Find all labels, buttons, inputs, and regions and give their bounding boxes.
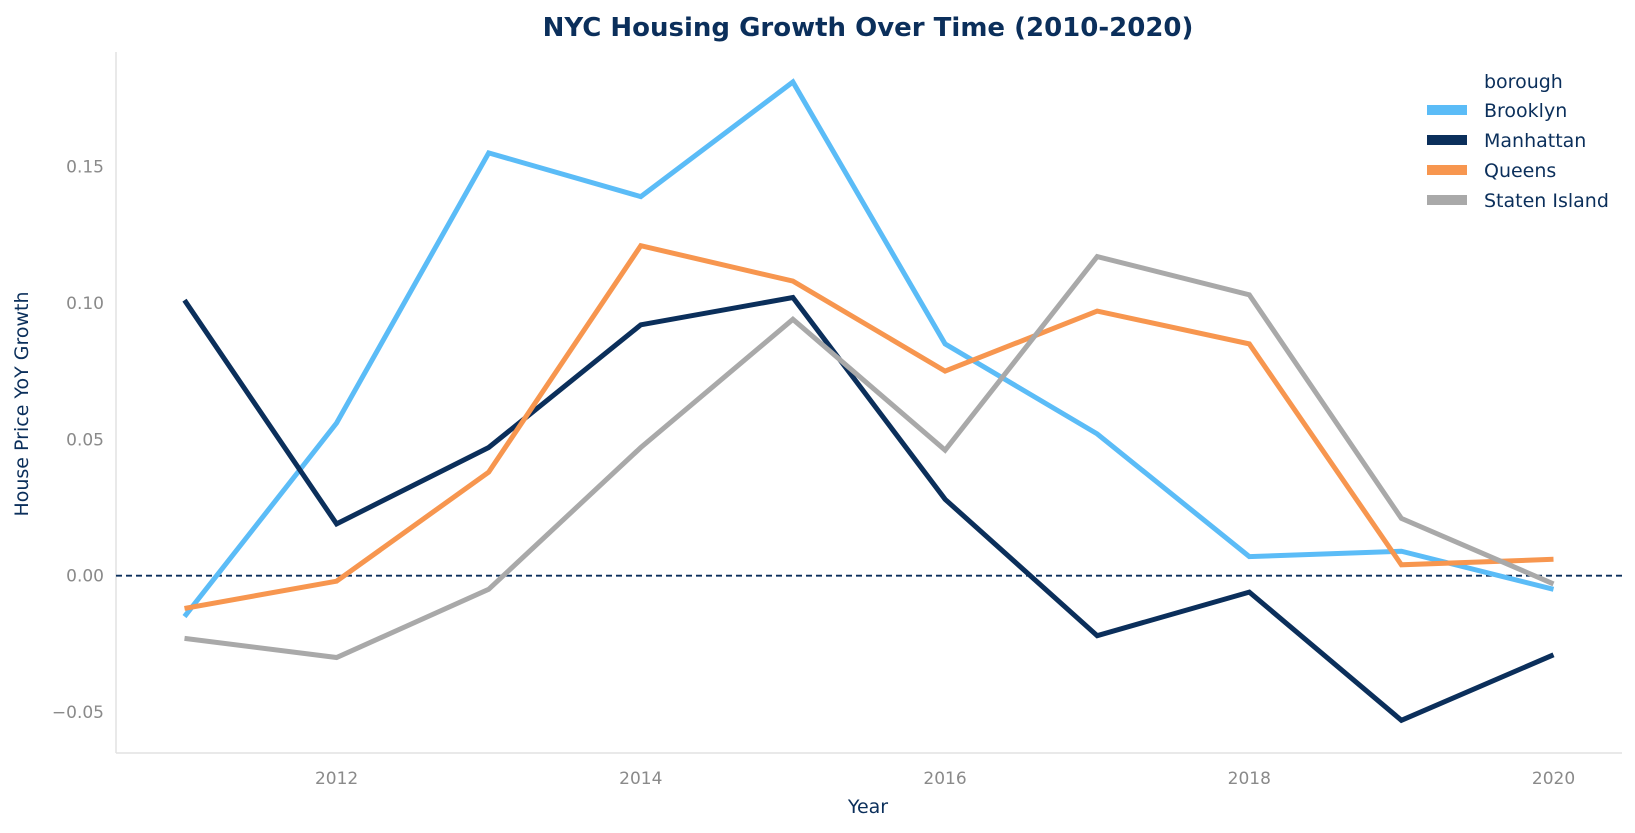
series-line-staten-island	[184, 253, 1555, 661]
x-tick-label: 2020	[1532, 769, 1575, 789]
y-axis-label: House Price YoY Growth	[11, 291, 33, 516]
chart-title: NYC Housing Growth Over Time (2010-2020)	[543, 13, 1194, 43]
y-tick-labels: −0.05 0.00 0.05 0.10 0.15	[52, 158, 104, 724]
y-tick-label: 0.15	[66, 158, 104, 178]
y-tick-label: 0.00	[66, 567, 104, 587]
series-line-manhattan	[182, 294, 1555, 724]
legend-label-manhattan: Manhattan	[1484, 130, 1586, 152]
legend-swatch-staten-island	[1427, 195, 1467, 205]
legend-swatch-manhattan	[1427, 135, 1467, 145]
legend-swatch-queens	[1427, 165, 1467, 175]
x-tick-label: 2018	[1228, 769, 1271, 789]
legend-title: borough	[1484, 71, 1563, 93]
y-tick-label: 0.05	[66, 430, 104, 450]
x-tick-label: 2014	[619, 769, 662, 789]
legend-items: Brooklyn Manhattan Queens Staten Island	[1427, 100, 1609, 212]
y-tick-label: −0.05	[52, 703, 104, 723]
series-line-brooklyn	[182, 78, 1555, 619]
legend-label-staten-island: Staten Island	[1484, 190, 1609, 212]
y-tick-label: 0.10	[66, 294, 104, 314]
x-axis-label: Year	[847, 796, 888, 818]
legend: borough Brooklyn Manhattan Queens Staten Is…	[1427, 71, 1609, 212]
x-tick-labels: 2012 2014 2016 2018 2020	[315, 769, 1575, 789]
legend-label-brooklyn: Brooklyn	[1484, 100, 1567, 122]
legend-swatch-brooklyn	[1427, 105, 1467, 115]
series-line-queens	[184, 242, 1554, 611]
x-tick-label: 2012	[315, 769, 358, 789]
legend-label-queens: Queens	[1484, 160, 1556, 182]
x-tick-label: 2016	[923, 769, 966, 789]
series-lines	[182, 78, 1555, 724]
